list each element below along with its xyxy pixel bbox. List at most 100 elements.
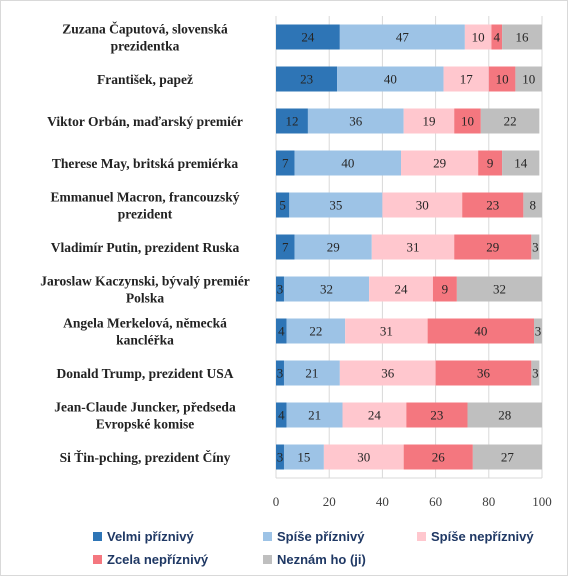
data-label: 22 [309,324,322,339]
x-tick-label: 80 [482,494,495,509]
data-label: 3 [277,450,284,465]
data-label: 12 [285,114,298,129]
data-label: 16 [516,30,530,45]
category-label: Polska [126,291,165,306]
bar-segment [294,234,372,260]
data-label: 40 [341,156,354,171]
category-label: Jean-Claude Juncker, předseda [54,400,236,415]
category-label: Evropské komise [96,417,194,432]
data-label: 24 [395,282,409,297]
bar-segment [339,360,436,386]
bar-segment [276,318,287,344]
data-label: 29 [433,156,446,171]
bar-segment [462,192,524,218]
bar-segment [371,234,455,260]
bar-segment [491,24,503,50]
data-label: 23 [486,198,499,213]
bar-segment [276,24,340,50]
data-label: 5 [279,198,286,213]
data-label: 7 [282,240,289,255]
bar-segment [523,192,542,218]
data-label: 32 [320,282,333,297]
bar-segment [323,444,404,470]
bar-segment [276,360,284,386]
data-label: 22 [504,114,517,129]
x-tick-label: 60 [429,494,442,509]
data-label: 23 [430,408,443,423]
data-label: 36 [381,366,395,381]
bar-segment [432,276,457,302]
bar-segment [478,150,503,176]
category-label: Jaroslaw Kaczynski, bývalý premiér [40,274,250,289]
data-label: 31 [406,240,419,255]
category-label: Viktor Orbán, maďarský premiér [47,114,243,129]
data-label: 3 [535,324,542,339]
data-label: 47 [396,30,410,45]
bar-segment [488,66,516,92]
bar-segment [454,234,532,260]
data-label: 29 [327,240,340,255]
data-label: 10 [522,72,535,87]
category-label: Donald Trump, prezident USA [56,366,233,381]
bar-segment [467,402,542,428]
bar-segment [443,66,489,92]
data-label: 23 [300,72,313,87]
bar-segment [369,276,433,302]
category-label: František, papež [97,72,193,87]
data-label: 32 [493,282,506,297]
category-label: Si Ťin-pching, prezident Číny [60,450,231,465]
data-label: 29 [486,240,499,255]
data-label: 9 [442,282,449,297]
data-label: 3 [277,282,284,297]
bar-segment [342,402,407,428]
bar-segment [276,108,308,134]
bar-segment [534,318,542,344]
bar-segment [403,444,473,470]
bar-segment [427,318,535,344]
bar-segment [276,402,287,428]
bar-segment [456,276,542,302]
data-label: 3 [532,366,539,381]
bar-segment [345,318,428,344]
data-label: 40 [384,72,397,87]
category-label: Emmanuel Macron, francouzský [50,190,239,205]
bar-segment [283,444,324,470]
data-label: 40 [474,324,487,339]
data-label: 8 [529,198,536,213]
bar-segment [283,360,340,386]
data-label: 10 [472,30,485,45]
x-tick-label: 20 [323,494,336,509]
data-label: 17 [460,72,474,87]
bar-segment [531,234,540,260]
bar-segment [464,24,492,50]
bar-segment [515,66,542,92]
data-label: 30 [357,450,370,465]
category-label: Therese May, britská premiérka [52,156,238,171]
data-label: 36 [349,114,363,129]
bar-segment [454,108,481,134]
data-label: 19 [422,114,435,129]
data-label: 3 [532,240,539,255]
bar-segment [480,108,540,134]
data-label: 9 [487,156,494,171]
category-label: kancléřka [116,333,174,348]
x-tick-label: 0 [273,494,280,509]
bar-segment [276,444,284,470]
data-label: 30 [416,198,429,213]
bar-segment [382,192,463,218]
data-label: 21 [305,366,318,381]
data-label: 15 [297,450,310,465]
bar-segment [276,234,295,260]
bar-segment [435,360,532,386]
bar-segment [472,444,542,470]
data-label: 10 [496,72,509,87]
data-label: 36 [477,366,491,381]
data-label: 4 [278,408,285,423]
data-label: 3 [277,366,284,381]
bar-segment [337,66,444,92]
bar-segment [339,24,465,50]
bar-segment [276,192,290,218]
bar-segment [276,150,295,176]
